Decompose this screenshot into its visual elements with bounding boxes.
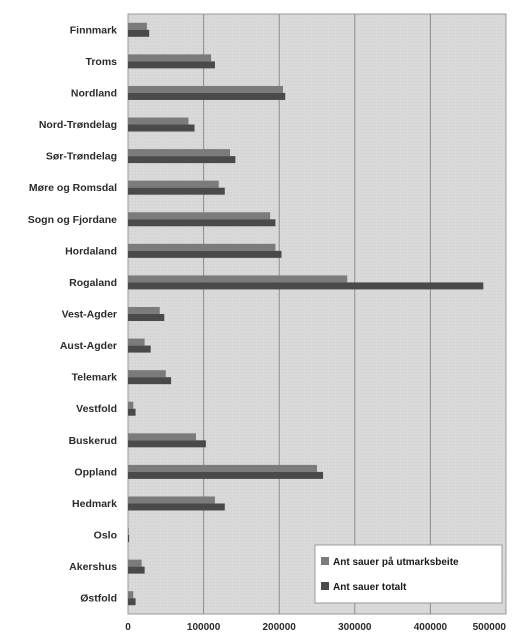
category-label: Vest-Agder (62, 309, 117, 321)
x-tick-label: 200000 (263, 622, 297, 632)
category-label: Østfold (80, 593, 117, 605)
x-tick-label: 300000 (338, 622, 372, 632)
bar-totalt (128, 61, 215, 69)
x-tick-label: 400000 (414, 622, 448, 632)
bar-utmarksbeite (128, 212, 271, 220)
bar-utmarksbeite (128, 180, 219, 188)
bar-utmarksbeite (128, 149, 231, 157)
bar-totalt (128, 92, 286, 100)
bar-totalt (128, 219, 276, 227)
bar-totalt (128, 408, 136, 416)
legend: Ant sauer på utmarksbeite Ant sauer tota… (314, 544, 503, 604)
bar-utmarksbeite (128, 496, 215, 504)
x-tick-labels: 0 100000 200000 300000 400000 500000 (125, 622, 506, 632)
category-label: Hedmark (72, 498, 117, 510)
legend-label-0: Ant sauer på utmarksbeite (333, 556, 459, 568)
bar-totalt (128, 29, 150, 37)
bar-utmarksbeite (128, 433, 197, 441)
bar-utmarksbeite (128, 85, 283, 93)
category-label: Møre og Romsdal (29, 182, 117, 194)
bar-utmarksbeite (128, 117, 189, 125)
bar-utmarksbeite (128, 275, 348, 283)
category-label: Akershus (69, 561, 117, 573)
bar-totalt (128, 440, 206, 448)
bar-utmarksbeite (128, 307, 160, 314)
category-labels: Finnmark Troms Nordland Nord-Trøndelag Sør-T… (28, 24, 117, 604)
legend-swatch-0 (321, 557, 329, 565)
bar-utmarksbeite (128, 338, 145, 346)
x-tick-label: 0 (125, 622, 131, 632)
bar-totalt (128, 566, 145, 574)
bar-totalt (128, 471, 324, 479)
x-tick-label: 100000 (187, 622, 221, 632)
category-label: Sogn og Fjordane (28, 214, 117, 226)
bar-totalt (128, 282, 484, 290)
bars (128, 22, 484, 606)
bar-totalt (128, 377, 172, 385)
legend-swatch-1 (321, 582, 329, 590)
bar-totalt (128, 598, 136, 606)
bar-utmarksbeite (128, 54, 212, 62)
bar-totalt (128, 503, 225, 511)
category-label: Nord-Trøndelag (39, 119, 117, 131)
category-label: Hordaland (65, 245, 117, 257)
bar-utmarksbeite (128, 243, 276, 251)
category-label: Nordland (71, 87, 117, 99)
bar-utmarksbeite (128, 528, 129, 536)
bar-totalt (128, 156, 236, 164)
category-label: Vestfold (76, 403, 117, 415)
grid-lines (203, 14, 431, 614)
legend-label-1: Ant sauer totalt (333, 582, 407, 593)
category-label: Sør-Trøndelag (46, 151, 117, 163)
bar-utmarksbeite (128, 591, 134, 599)
bar-totalt (128, 250, 282, 258)
category-label: Buskerud (69, 435, 117, 447)
x-tick-label: 500000 (473, 622, 507, 632)
category-label: Rogaland (69, 277, 117, 289)
bar-totalt (128, 535, 130, 543)
bar-totalt (128, 187, 225, 195)
bar-utmarksbeite (128, 464, 317, 472)
bar-utmarksbeite (128, 559, 142, 567)
bar-totalt (128, 345, 151, 353)
category-label: Oppland (74, 466, 117, 478)
category-label: Oslo (94, 530, 117, 542)
category-label: Telemark (72, 372, 117, 384)
bar-totalt (128, 124, 195, 132)
category-label: Troms (85, 56, 117, 68)
bar-utmarksbeite (128, 22, 147, 30)
bar-utmarksbeite (128, 401, 134, 409)
category-label: Finnmark (70, 24, 117, 36)
bar-totalt (128, 314, 165, 321)
plot-area (127, 13, 507, 615)
bar-utmarksbeite (128, 370, 166, 378)
category-label: Aust-Agder (60, 340, 117, 352)
